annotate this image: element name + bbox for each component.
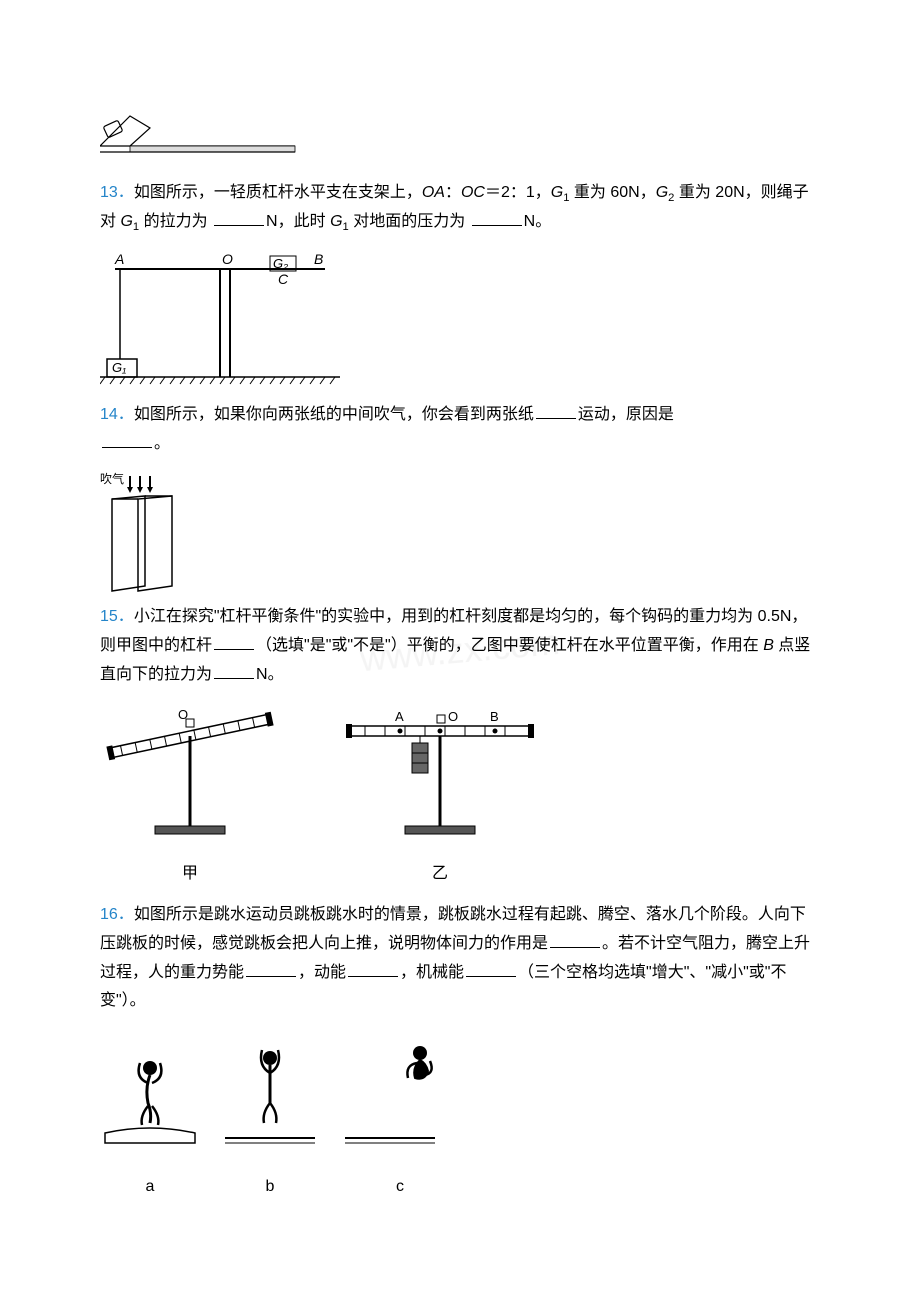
question-number: 13． bbox=[100, 184, 134, 201]
dive-b: b bbox=[220, 1028, 320, 1202]
svg-text:G₁: G₁ bbox=[112, 360, 126, 375]
dive-c: c bbox=[340, 1028, 460, 1202]
q15-text: 小江在探究"杠杆平衡条件"的实验中，用到的杠杆刻度都是均匀的，每个钩码的重力均为… bbox=[100, 608, 810, 683]
q13-text: 如图所示，一轻质杠杆水平支在支架上，OA：OC＝2：1，G1 重为 60N，G2… bbox=[100, 184, 809, 230]
q14-text: 如图所示，如果你向两张纸的中间吹气，你会看到两张纸运动，原因是。 bbox=[100, 406, 674, 452]
blank bbox=[246, 959, 296, 977]
svg-text:O: O bbox=[222, 251, 233, 267]
blank bbox=[466, 959, 516, 977]
caption-yi: 乙 bbox=[340, 860, 540, 889]
q16-text: 如图所示是跳水运动员跳板跳水时的情景，跳板跳水过程有起跳、腾空、落水几个阶段。人… bbox=[100, 906, 810, 1009]
dive-a-svg bbox=[100, 1028, 200, 1158]
blank bbox=[472, 208, 522, 226]
figure-incline bbox=[100, 108, 820, 167]
caption-a: a bbox=[100, 1173, 200, 1202]
svg-text:A: A bbox=[395, 709, 404, 724]
papers-svg: 吹气 bbox=[100, 471, 190, 601]
question-15: 15．小江在探究"杠杆平衡条件"的实验中，用到的杠杆刻度都是均匀的，每个钩码的重… bbox=[100, 603, 820, 689]
question-14: 14．如图所示，如果你向两张纸的中间吹气，你会看到两张纸运动，原因是。 bbox=[100, 401, 820, 459]
svg-text:吹气: 吹气 bbox=[100, 471, 124, 486]
blank bbox=[550, 930, 600, 948]
blank bbox=[102, 430, 152, 448]
lever-jia: O 甲 bbox=[100, 701, 280, 889]
blank bbox=[214, 661, 254, 679]
lever-yi-svg: A O B bbox=[340, 701, 540, 841]
lever-yi: A O B 乙 bbox=[340, 701, 540, 889]
question-number: 15． bbox=[100, 608, 134, 625]
figure-blowing-paper: 吹气 bbox=[100, 471, 190, 591]
question-13: 13．如图所示，一轻质杠杆水平支在支架上，OA：OC＝2：1，G1 重为 60N… bbox=[100, 179, 820, 238]
lever-jia-svg: O bbox=[100, 701, 280, 841]
figure-lever-support: A O G₂ B C G₁ bbox=[100, 249, 340, 389]
svg-text:B: B bbox=[314, 251, 323, 267]
question-number: 16． bbox=[100, 906, 134, 923]
caption-c: c bbox=[340, 1173, 460, 1202]
figure-two-levers: O 甲 A O B bbox=[100, 701, 820, 889]
blank bbox=[536, 401, 576, 419]
figure-diving: a b c bbox=[100, 1028, 820, 1202]
question-16: 16．如图所示是跳水运动员跳板跳水时的情景，跳板跳水过程有起跳、腾空、落水几个阶… bbox=[100, 901, 820, 1016]
svg-text:C: C bbox=[278, 271, 289, 287]
blank bbox=[348, 959, 398, 977]
dive-a: a bbox=[100, 1028, 200, 1202]
blank bbox=[214, 632, 254, 650]
lever1-svg: A O G₂ B C G₁ bbox=[100, 249, 340, 389]
caption-jia: 甲 bbox=[100, 860, 280, 889]
svg-text:O: O bbox=[448, 709, 458, 724]
dive-b-svg bbox=[220, 1028, 320, 1158]
blank bbox=[214, 208, 264, 226]
caption-b: b bbox=[220, 1173, 320, 1202]
svg-text:B: B bbox=[490, 709, 499, 724]
svg-text:O: O bbox=[178, 707, 188, 722]
svg-text:A: A bbox=[114, 251, 124, 267]
incline-diagram bbox=[100, 108, 300, 156]
svg-text:G₂: G₂ bbox=[273, 256, 288, 271]
question-number: 14． bbox=[100, 406, 134, 423]
dive-c-svg bbox=[340, 1028, 460, 1158]
